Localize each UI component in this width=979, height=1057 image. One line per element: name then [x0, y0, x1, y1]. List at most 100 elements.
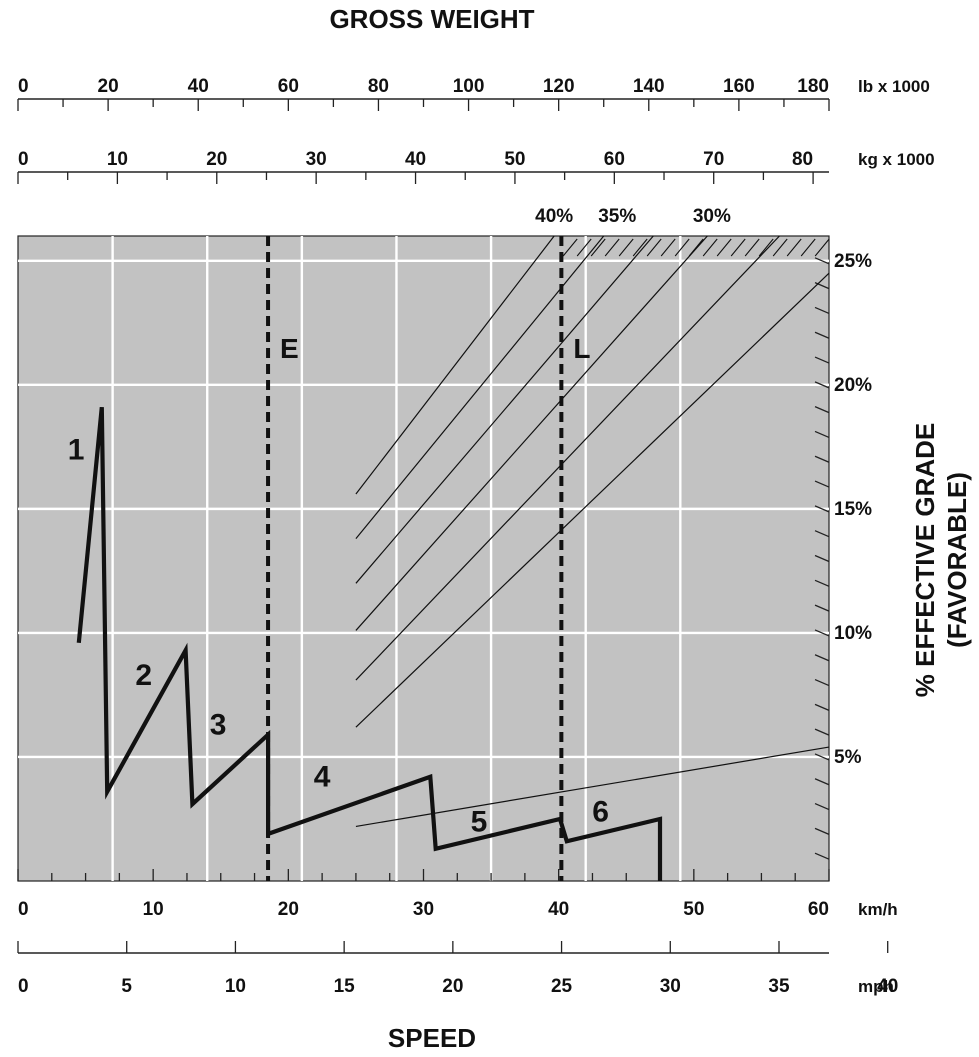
grade-tick [814, 852, 830, 860]
weight-percent-label: 35% [598, 206, 636, 227]
hatch-mark [730, 238, 746, 257]
grade-tick-label: 25% [834, 251, 872, 272]
kg-tick-label: 60 [604, 149, 625, 170]
grade-tick [814, 430, 830, 439]
weight-percent-label: 30% [693, 206, 731, 227]
rimpull-curve [76, 406, 663, 881]
grade-tick [814, 678, 830, 687]
grade-line [355, 235, 555, 495]
grade-tick [814, 306, 830, 315]
right-axis-title-group: % EFFECTIVE GRADE (FAVORABLE) [910, 423, 972, 697]
lb-tick-label: 120 [543, 76, 575, 97]
mph-tick-label: 15 [334, 976, 356, 997]
lb-tick-label: 80 [368, 76, 389, 97]
lb-tick-label: 20 [98, 76, 119, 97]
grade-tick [814, 604, 830, 612]
lb-tick-label: 160 [723, 76, 755, 97]
plot-area [17, 235, 830, 882]
grade-tick [814, 827, 830, 835]
grade-tick [814, 530, 830, 538]
chart-title-gross-weight: GROSS WEIGHT [329, 4, 534, 34]
kmh-tick-label: 0 [18, 899, 29, 920]
grade-tick [814, 331, 830, 339]
kmh-tick-label: 20 [278, 899, 299, 920]
gear-label-5: 5 [471, 805, 488, 838]
mph-unit-label: mph [858, 977, 894, 996]
kg-tick-label: 40 [405, 149, 426, 170]
marker-label-l: L [573, 333, 590, 364]
grade-tick [814, 406, 830, 414]
grade-tick [814, 629, 830, 637]
lb-tick-label: 100 [453, 76, 485, 97]
marker-label-e: E [280, 333, 299, 364]
kg-tick-label: 50 [504, 149, 525, 170]
grade-tick [814, 554, 830, 563]
hatch-mark [744, 238, 760, 257]
grade-tick [814, 703, 830, 711]
mph-tick-label: 20 [442, 976, 463, 997]
grade-tick [814, 257, 830, 265]
hatch-mark [786, 238, 802, 257]
grade-tick-label: 15% [834, 499, 872, 520]
grade-tick [814, 778, 830, 786]
mph-tick-label: 25 [551, 976, 573, 997]
hatch-mark [702, 238, 718, 257]
hatch-marks [562, 238, 830, 257]
kmh-tick-label: 50 [683, 899, 704, 920]
lb-tick-label: 140 [633, 76, 665, 97]
hatch-mark [604, 238, 620, 257]
gear-label-1: 1 [68, 433, 85, 466]
hatch-mark [646, 238, 662, 257]
grade-tick [814, 505, 830, 513]
kg-unit-label: kg x 1000 [858, 150, 935, 169]
right-axis-subtitle: (FAVORABLE) [942, 472, 972, 648]
chart-title-speed: SPEED [388, 1023, 476, 1053]
grade-line [355, 235, 708, 631]
kg-tick-label: 30 [306, 149, 327, 170]
kmh-tick-label: 10 [143, 899, 164, 920]
grade-tick [814, 480, 830, 488]
top-axes: 0 20 40 60 80 100 120 140 160 180 lb x 1000 0 10 20 30… [17, 76, 935, 184]
hatch-mark [758, 238, 774, 257]
gear-label-4: 4 [314, 761, 331, 794]
grade-tick [814, 579, 830, 587]
grade-line [355, 235, 780, 681]
grade-tick [814, 753, 830, 761]
gear-labels: 1 2 3 4 5 6 [68, 433, 609, 838]
grade-tick [814, 654, 830, 662]
lb-unit-label: lb x 1000 [858, 77, 930, 96]
kg-tick-label: 80 [792, 149, 813, 170]
rimpull-curve-group [76, 406, 663, 881]
hatch-mark [660, 238, 676, 257]
hatch-mark [618, 238, 634, 257]
gear-label-6: 6 [592, 795, 609, 828]
hatch-mark [772, 238, 788, 257]
right-axis-title: % EFFECTIVE GRADE [910, 423, 940, 697]
hatch-mark [562, 238, 578, 257]
hatch-mark [590, 238, 606, 257]
lb-tick-label: 40 [188, 76, 209, 97]
mph-tick-label: 30 [660, 976, 681, 997]
grade-tick [814, 802, 830, 811]
grade-tick [814, 381, 830, 389]
grade-tick-label: 10% [834, 623, 872, 644]
mph-tick-label: 5 [121, 976, 132, 997]
grade-tick [814, 356, 830, 364]
kmh-tick-label: 60 [808, 899, 829, 920]
mph-tick-label: 10 [225, 976, 246, 997]
hatch-mark [716, 238, 732, 257]
kg-tick-label: 0 [18, 149, 29, 170]
hatch-mark [814, 238, 830, 257]
weight-percent-label: 40% [535, 206, 573, 227]
hatch-mark [576, 238, 592, 257]
kg-tick-label: 10 [107, 149, 128, 170]
grid [18, 236, 829, 881]
grade-tick [814, 455, 830, 463]
hatch-mark [800, 238, 816, 257]
mph-tick-label: 40 [877, 976, 898, 997]
grade-line [355, 272, 830, 728]
kmh-unit-label: km/h [858, 900, 898, 919]
grade-tick-label: 20% [834, 375, 872, 396]
grade-tick [814, 728, 830, 736]
